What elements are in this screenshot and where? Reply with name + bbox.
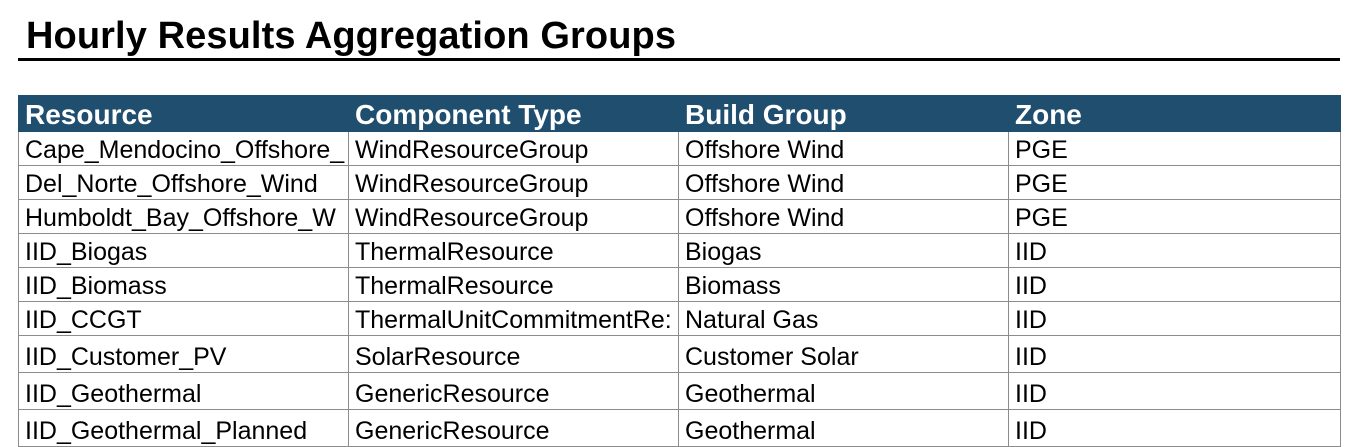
header-zone: Zone [1008, 95, 1341, 132]
cell-zone: PGE [1008, 131, 1341, 166]
cell-build-group: Offshore Wind [678, 165, 1009, 200]
cell-resource: IID_CCGT [18, 301, 349, 336]
cell-resource: IID_Geothermal [18, 372, 349, 410]
cell-zone: IID [1008, 409, 1341, 447]
table-row: Del_Norte_Offshore_Wind WindResourceGrou… [18, 165, 1341, 200]
table-row: IID_Biogas ThermalResource Biogas IID [18, 233, 1341, 268]
cell-resource: Del_Norte_Offshore_Wind [18, 165, 349, 200]
header-resource: Resource [18, 95, 349, 132]
table-row: Cape_Mendocino_Offshore_ WindResourceGro… [18, 131, 1341, 166]
cell-resource: IID_Biomass [18, 267, 349, 302]
header-component-type: Component Type [348, 95, 679, 132]
cell-build-group: Offshore Wind [678, 131, 1009, 166]
table-row: IID_CCGT ThermalUnitCommitmentRe: Natura… [18, 301, 1341, 336]
cell-build-group: Geothermal [678, 409, 1009, 447]
cell-resource: Cape_Mendocino_Offshore_ [18, 131, 349, 166]
cell-component-type: GenericResource [348, 409, 679, 447]
cell-zone: IID [1008, 372, 1341, 410]
cell-component-type: ThermalResource [348, 233, 679, 268]
table-row: IID_Geothermal_Planned GenericResource G… [18, 409, 1341, 447]
cell-zone: IID [1008, 335, 1341, 373]
title-underline [18, 58, 1340, 61]
cell-component-type: WindResourceGroup [348, 165, 679, 200]
table-header-row: Resource Component Type Build Group Zone [18, 95, 1341, 132]
cell-zone: IID [1008, 301, 1341, 336]
cell-resource: IID_Biogas [18, 233, 349, 268]
cell-component-type: WindResourceGroup [348, 131, 679, 166]
cell-component-type: ThermalResource [348, 267, 679, 302]
cell-component-type: ThermalUnitCommitmentRe: [348, 301, 679, 336]
table-row: IID_Biomass ThermalResource Biomass IID [18, 267, 1341, 302]
header-build-group: Build Group [678, 95, 1009, 132]
cell-component-type: WindResourceGroup [348, 199, 679, 234]
cell-build-group: Natural Gas [678, 301, 1009, 336]
cell-zone: PGE [1008, 165, 1341, 200]
cell-zone: IID [1008, 267, 1341, 302]
cell-build-group: Biogas [678, 233, 1009, 268]
cell-zone: PGE [1008, 199, 1341, 234]
cell-zone: IID [1008, 233, 1341, 268]
cell-component-type: SolarResource [348, 335, 679, 373]
page-title: Hourly Results Aggregation Groups [26, 15, 677, 57]
cell-build-group: Biomass [678, 267, 1009, 302]
cell-resource: IID_Geothermal_Planned [18, 409, 349, 447]
aggregation-groups-table: Resource Component Type Build Group Zone… [18, 95, 1341, 447]
cell-build-group: Geothermal [678, 372, 1009, 410]
table-row: IID_Customer_PV SolarResource Customer S… [18, 335, 1341, 373]
cell-build-group: Offshore Wind [678, 199, 1009, 234]
table-row: IID_Geothermal GenericResource Geotherma… [18, 372, 1341, 410]
cell-resource: Humboldt_Bay_Offshore_W [18, 199, 349, 234]
cell-resource: IID_Customer_PV [18, 335, 349, 373]
cell-build-group: Customer Solar [678, 335, 1009, 373]
cell-component-type: GenericResource [348, 372, 679, 410]
table-row: Humboldt_Bay_Offshore_W WindResourceGrou… [18, 199, 1341, 234]
